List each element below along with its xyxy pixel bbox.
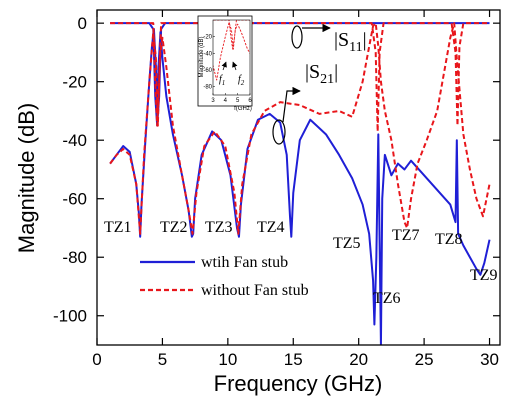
tz-label: TZ7 xyxy=(392,227,420,244)
tz-label: TZ3 xyxy=(205,219,233,236)
annotations: TZ1 TZ2 TZ3 TZ4 TZ5 TZ6 TZ7 TZ8 TZ9 xyxy=(104,219,498,307)
y-tick-label: -80 xyxy=(62,248,87,267)
tz-label: TZ2 xyxy=(160,219,188,236)
s21-end: | xyxy=(334,61,338,83)
y-tick-label: -40 xyxy=(62,131,87,150)
inset-y-tick-label: -60 xyxy=(203,68,212,74)
tz-label: TZ8 xyxy=(435,231,463,248)
inset-y-tick-label: -80 xyxy=(203,85,212,91)
inset-x-tick-label: 5 xyxy=(236,98,240,104)
inset-y-tick-label: -40 xyxy=(203,51,212,57)
s11-label: |S11| xyxy=(334,29,367,55)
tz-label: TZ5 xyxy=(333,235,361,252)
x-axis-title: Frequency (GHz) xyxy=(214,371,383,396)
inset-lines xyxy=(213,20,250,81)
legend: wtih Fan stub without Fan stub xyxy=(140,254,309,299)
callout-arrow xyxy=(282,86,301,123)
callout-ring xyxy=(291,25,303,49)
tz-label: TZ4 xyxy=(257,219,285,236)
f2-base: f xyxy=(238,74,242,85)
inset-arrow xyxy=(232,61,238,71)
y-tick-label: 0 xyxy=(78,14,87,33)
legend-label: wtih Fan stub xyxy=(201,254,288,271)
callout-ring xyxy=(272,119,286,145)
tz-label: TZ9 xyxy=(470,267,498,284)
tz-label: TZ1 xyxy=(104,219,132,236)
x-tick-label: 5 xyxy=(158,350,167,369)
inset-y-tick-label: -20 xyxy=(203,35,212,41)
f2-sub: 2 xyxy=(241,79,245,87)
inset-x-tick-label: 3 xyxy=(211,98,215,104)
x-tick-label: 15 xyxy=(284,350,303,369)
x-tick-label: 0 xyxy=(92,350,101,369)
inset-plot-frame xyxy=(212,19,251,96)
inset-y-title: Magnitude (dB) xyxy=(199,36,205,77)
line-series xyxy=(109,22,491,235)
x-tick-label: 20 xyxy=(349,350,368,369)
f1-base: f xyxy=(219,74,223,85)
s21-base: |S xyxy=(305,61,320,83)
s11-end: | xyxy=(363,29,367,51)
inset-f2: f2 xyxy=(238,74,245,87)
y-tick-label: -60 xyxy=(62,190,87,209)
tz-label: TZ6 xyxy=(373,290,401,307)
legend-label: without Fan stub xyxy=(201,282,309,299)
s21-label: |S21| xyxy=(305,61,338,87)
plot-frame xyxy=(96,9,501,346)
inset-frame xyxy=(197,15,253,107)
inset-x-tick-label: 6 xyxy=(248,98,252,104)
inset-x-title: f(GHz) xyxy=(234,106,252,112)
s11-sub: 11 xyxy=(349,40,362,55)
s21-sub: 21 xyxy=(320,72,334,87)
s11-base: |S xyxy=(334,29,349,51)
x-tick-label: 10 xyxy=(218,350,237,369)
line-series xyxy=(213,20,250,81)
x-tick-label: 25 xyxy=(415,350,434,369)
inset: 3 4 5 6 -20 -40 -60 -80 xyxy=(203,35,252,104)
x-tick-label: 30 xyxy=(480,350,499,369)
inset-x-tick-label: 4 xyxy=(224,98,228,104)
f1-sub: 1 xyxy=(222,79,226,87)
inset-arrow xyxy=(221,61,227,71)
y-tick-label: -20 xyxy=(62,73,87,92)
y-tick-label: -100 xyxy=(53,307,87,326)
y-axis-title: Magnitude (dB) xyxy=(14,103,39,253)
inset-f1: f1 xyxy=(219,74,225,87)
ticks: 0 5 10 15 20 25 300-20-40-60-80-100 xyxy=(53,10,500,369)
